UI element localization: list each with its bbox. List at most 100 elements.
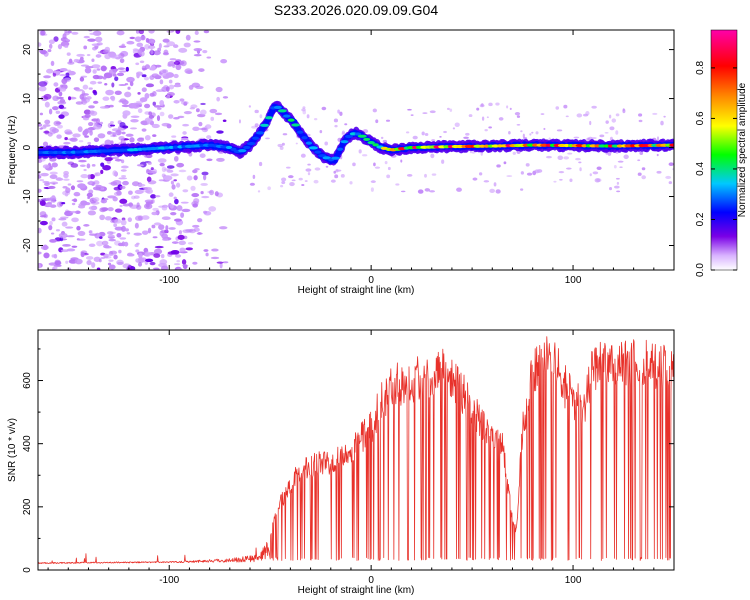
noise-speck bbox=[489, 188, 496, 193]
noise-speck bbox=[95, 54, 102, 58]
noise-speck bbox=[102, 49, 111, 55]
noise-speck bbox=[114, 218, 122, 224]
noise-speck bbox=[100, 256, 106, 260]
noise-speck bbox=[65, 260, 69, 264]
noise-speck bbox=[370, 180, 376, 184]
noise-speck bbox=[59, 67, 68, 72]
noise-speck bbox=[565, 167, 572, 170]
noise-speck bbox=[180, 60, 187, 67]
ridge-core bbox=[56, 150, 64, 155]
colorbar-tick-label: 0.2 bbox=[695, 212, 706, 226]
noise-speck bbox=[154, 195, 161, 198]
noise-speck bbox=[52, 95, 60, 102]
noise-speck bbox=[78, 159, 87, 163]
noise-speck bbox=[370, 187, 374, 192]
noise-speck bbox=[488, 126, 492, 129]
snr-frame bbox=[37, 329, 675, 571]
noise-speck bbox=[382, 139, 388, 144]
noise-speck bbox=[50, 60, 55, 67]
noise-speck bbox=[39, 179, 45, 182]
noise-speck bbox=[173, 60, 181, 65]
noise-speck bbox=[114, 226, 124, 231]
noise-speck bbox=[222, 261, 229, 264]
spectrogram-x-axis-label: Height of straight line (km) bbox=[298, 285, 415, 296]
noise-speck bbox=[60, 41, 70, 47]
noise-speck bbox=[52, 266, 58, 270]
noise-speck bbox=[567, 152, 573, 155]
noise-speck bbox=[465, 132, 470, 136]
noise-speck bbox=[118, 177, 128, 180]
noise-speck bbox=[173, 263, 181, 266]
noise-speck bbox=[145, 188, 153, 194]
noise-speck bbox=[488, 102, 493, 107]
noise-speck bbox=[137, 262, 143, 267]
noise-speck bbox=[249, 182, 255, 186]
noise-speck bbox=[97, 51, 104, 54]
noise-speck bbox=[469, 151, 473, 154]
noise-speck bbox=[88, 243, 96, 248]
noise-speck bbox=[557, 155, 564, 161]
ridge-core bbox=[291, 123, 300, 127]
noise-speck bbox=[50, 232, 55, 235]
noise-speck bbox=[215, 86, 223, 93]
noise-speck bbox=[49, 171, 58, 175]
noise-speck bbox=[93, 197, 100, 202]
noise-speck bbox=[205, 124, 212, 129]
noise-speck bbox=[80, 200, 88, 206]
noise-speck bbox=[170, 173, 179, 177]
noise-speck bbox=[96, 68, 101, 71]
x-tick-label: 100 bbox=[565, 575, 582, 586]
noise-speck bbox=[48, 224, 53, 231]
noise-speck bbox=[71, 217, 79, 223]
noise-speck bbox=[104, 139, 112, 146]
noise-speck bbox=[652, 112, 658, 115]
noise-speck bbox=[137, 108, 143, 114]
noise-speck bbox=[165, 72, 175, 78]
noise-speck bbox=[209, 189, 215, 196]
noise-speck bbox=[48, 43, 53, 49]
noise-speck bbox=[77, 183, 86, 189]
noise-speck bbox=[47, 132, 53, 137]
noise-speck bbox=[89, 173, 95, 180]
noise-speck bbox=[75, 88, 84, 92]
noise-speck bbox=[127, 252, 133, 256]
noise-speck bbox=[110, 95, 116, 102]
noise-speck bbox=[114, 208, 123, 213]
noise-speck bbox=[76, 53, 85, 57]
noise-speck bbox=[83, 224, 90, 227]
noise-speck bbox=[622, 108, 626, 114]
noise-speck bbox=[406, 173, 413, 177]
noise-speck bbox=[154, 64, 162, 68]
noise-speck bbox=[441, 159, 445, 164]
noise-speck bbox=[66, 235, 75, 238]
noise-speck bbox=[84, 135, 89, 138]
snr-x-ticks: -100 0 100 bbox=[47, 330, 675, 586]
noise-speck bbox=[150, 65, 156, 71]
noise-speck bbox=[183, 42, 191, 48]
noise-speck bbox=[78, 140, 84, 143]
noise-speck bbox=[153, 50, 161, 56]
noise-speck bbox=[110, 124, 116, 127]
noise-speck bbox=[88, 121, 94, 127]
noise-speck bbox=[196, 232, 203, 235]
noise-speck bbox=[412, 135, 418, 140]
noise-speck bbox=[289, 181, 295, 187]
noise-speck bbox=[141, 87, 147, 93]
noise-speck bbox=[113, 191, 122, 197]
noise-speck bbox=[605, 120, 609, 124]
spectrogram-noise-layer bbox=[38, 30, 674, 270]
noise-speck bbox=[144, 103, 151, 109]
noise-speck bbox=[118, 249, 122, 254]
noise-speck bbox=[65, 38, 70, 42]
noise-speck bbox=[201, 171, 209, 176]
noise-speck bbox=[257, 190, 261, 193]
noise-speck bbox=[133, 195, 140, 199]
noise-speck bbox=[129, 81, 134, 87]
noise-speck bbox=[76, 225, 81, 231]
noise-speck bbox=[45, 203, 53, 207]
noise-speck bbox=[56, 134, 62, 139]
noise-speck bbox=[88, 206, 98, 211]
noise-speck bbox=[38, 123, 43, 127]
noise-speck bbox=[520, 171, 524, 175]
noise-speck bbox=[400, 190, 406, 193]
